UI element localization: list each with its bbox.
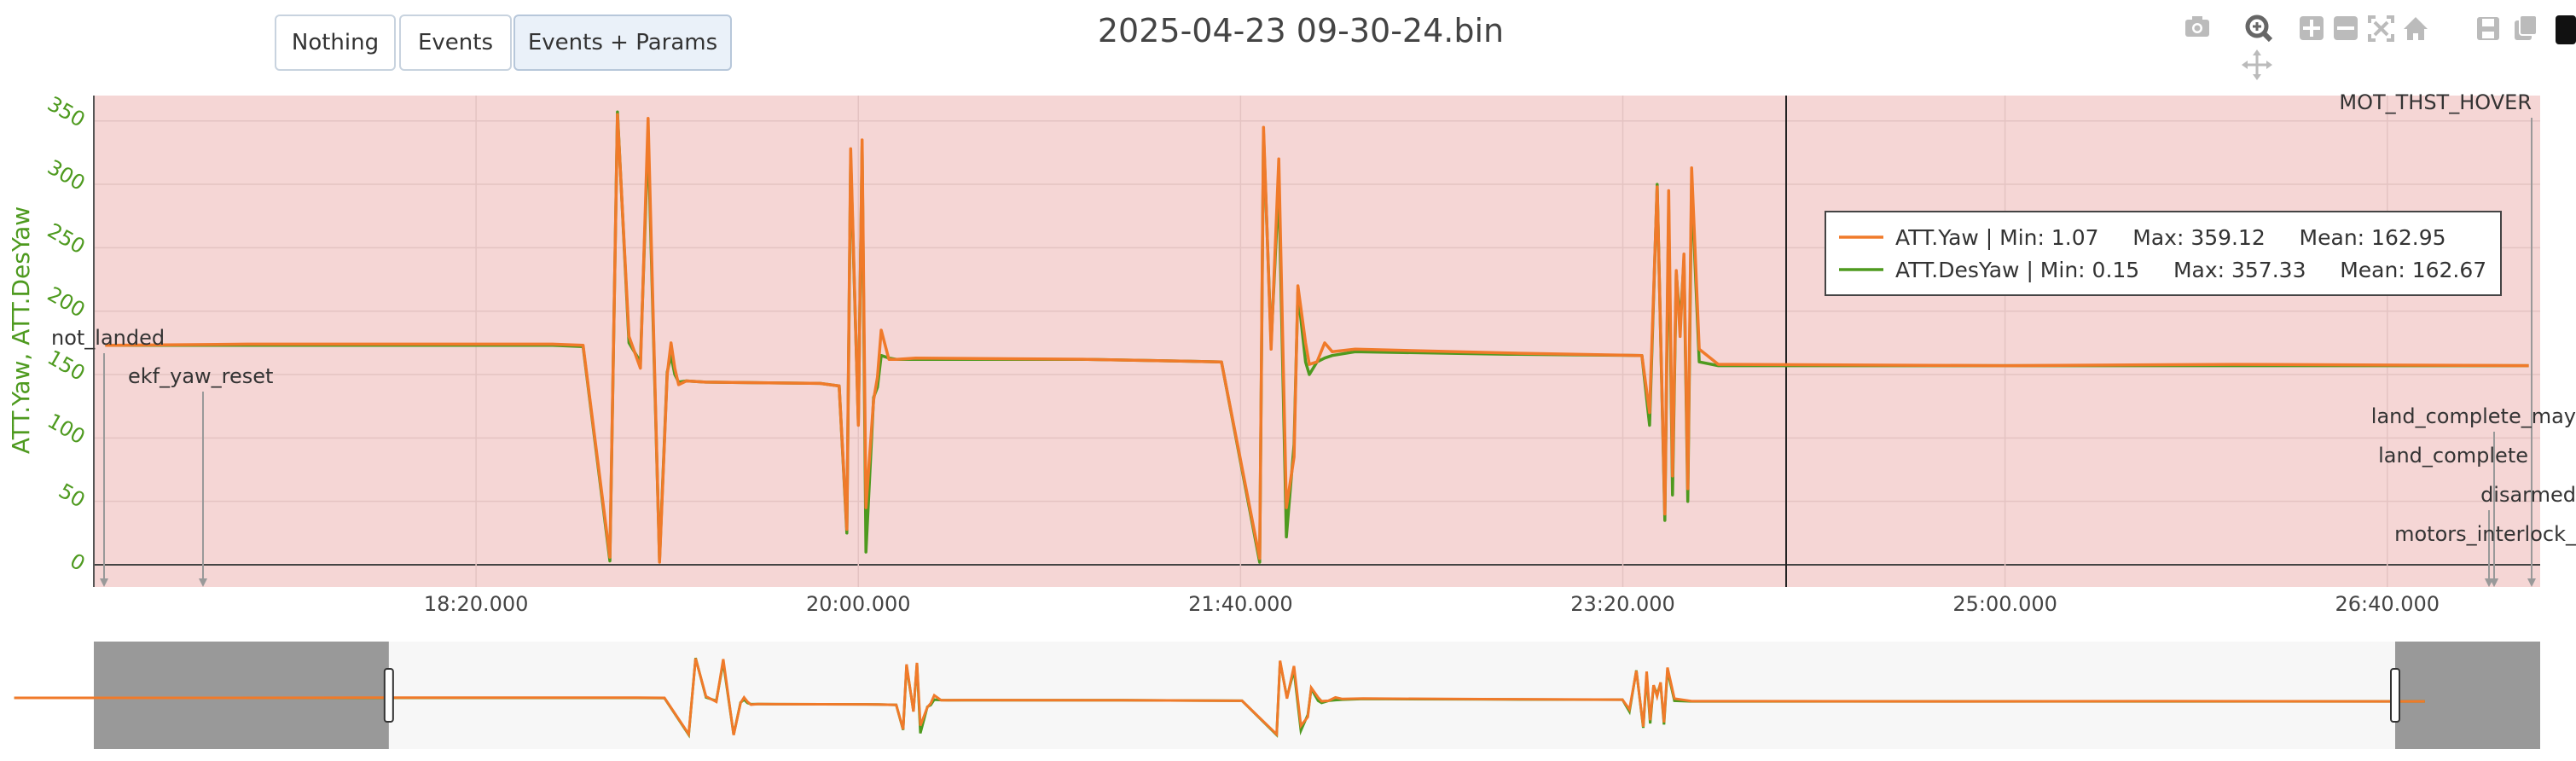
nothing-button[interactable]: Nothing (275, 15, 396, 71)
x-ticks: 18:20.000 20:00.000 21:40.000 23:20.000 25:0… (424, 592, 2440, 616)
event-marker-arrow (2527, 578, 2536, 587)
x-tick-label: 23:20.000 (1570, 592, 1675, 616)
y-tick-label: 200 (44, 282, 90, 322)
zoom-in-icon[interactable] (2300, 16, 2324, 40)
event-marker-arrow (2485, 578, 2493, 587)
event-label: not_landed (51, 326, 165, 350)
y-tick-label: 300 (44, 155, 90, 195)
autoscale-icon[interactable] (2368, 15, 2394, 42)
event-annotations: MOT_THST_HOVER not_landed ekf_yaw_resetlan… (51, 90, 2576, 587)
legend-entry: ATT.DesYaw | Min: 0.15 Max: 357.33 Mean:… (1895, 258, 2486, 282)
y-tick-label: 50 (55, 479, 89, 513)
y-tick-label: 350 (44, 92, 90, 132)
slider-handle-left (383, 668, 394, 723)
event-label: disarmed (2480, 483, 2576, 507)
y-tick-label: 150 (44, 346, 90, 386)
event-marker-arrow (199, 578, 207, 587)
x-tick-label: 20:00.000 (806, 592, 911, 616)
event-label: land_complete_may (2371, 404, 2576, 428)
event-label: MOT_THST_HOVER (2339, 90, 2532, 114)
events-button[interactable]: Events (399, 15, 512, 71)
slider-handle-right (2390, 668, 2400, 723)
y-axis-label: ATT.Yaw, ATT.DesYaw (7, 206, 35, 454)
x-tick-label: 18:20.000 (424, 592, 529, 616)
home-icon[interactable] (2404, 17, 2428, 40)
range-slider[interactable] (14, 642, 2540, 749)
event-band (94, 96, 2540, 587)
series-line-att-yaw (105, 113, 2529, 564)
save-icon[interactable] (2477, 17, 2499, 40)
event-label: motors_interlock_ (2394, 522, 2576, 546)
y-tick-label: 250 (44, 218, 90, 259)
x-tick-label: 26:40.000 (2335, 592, 2440, 616)
legend-entry: ATT.Yaw | Min: 1.07 Max: 359.12 Mean: 16… (1895, 225, 2446, 250)
legend[interactable]: ATT.Yaw | Min: 1.07 Max: 359.12 Mean: 16… (1825, 211, 2502, 296)
slider-mask-right (2395, 642, 2540, 749)
y-tick-label: 0 (66, 549, 89, 576)
zoom-out-icon[interactable] (2334, 16, 2358, 40)
event-label: ekf_yaw_reset (128, 364, 273, 388)
y-tick-label: 100 (44, 409, 90, 449)
camera-icon[interactable] (2185, 16, 2209, 37)
zoom-icon[interactable] (2245, 15, 2273, 43)
slider-series-line (14, 658, 2425, 738)
copy-icon[interactable] (2515, 15, 2538, 40)
event-marker-arrow (100, 578, 108, 587)
pan-icon[interactable] (2242, 49, 2272, 80)
events-params-button[interactable]: Events + Params (513, 15, 732, 71)
modebar (2184, 12, 2576, 80)
chart-title: 2025-04-23 09-30-24.bin (1097, 12, 1505, 49)
x-tick-label: 21:40.000 (1188, 592, 1293, 616)
edge-control (2556, 15, 2576, 44)
series-group (105, 110, 2529, 564)
legend-box (1825, 211, 2502, 296)
slider-mask-left (94, 642, 389, 749)
x-tick-label: 25:00.000 (1952, 592, 2057, 616)
event-label: land_complete (2378, 444, 2528, 468)
